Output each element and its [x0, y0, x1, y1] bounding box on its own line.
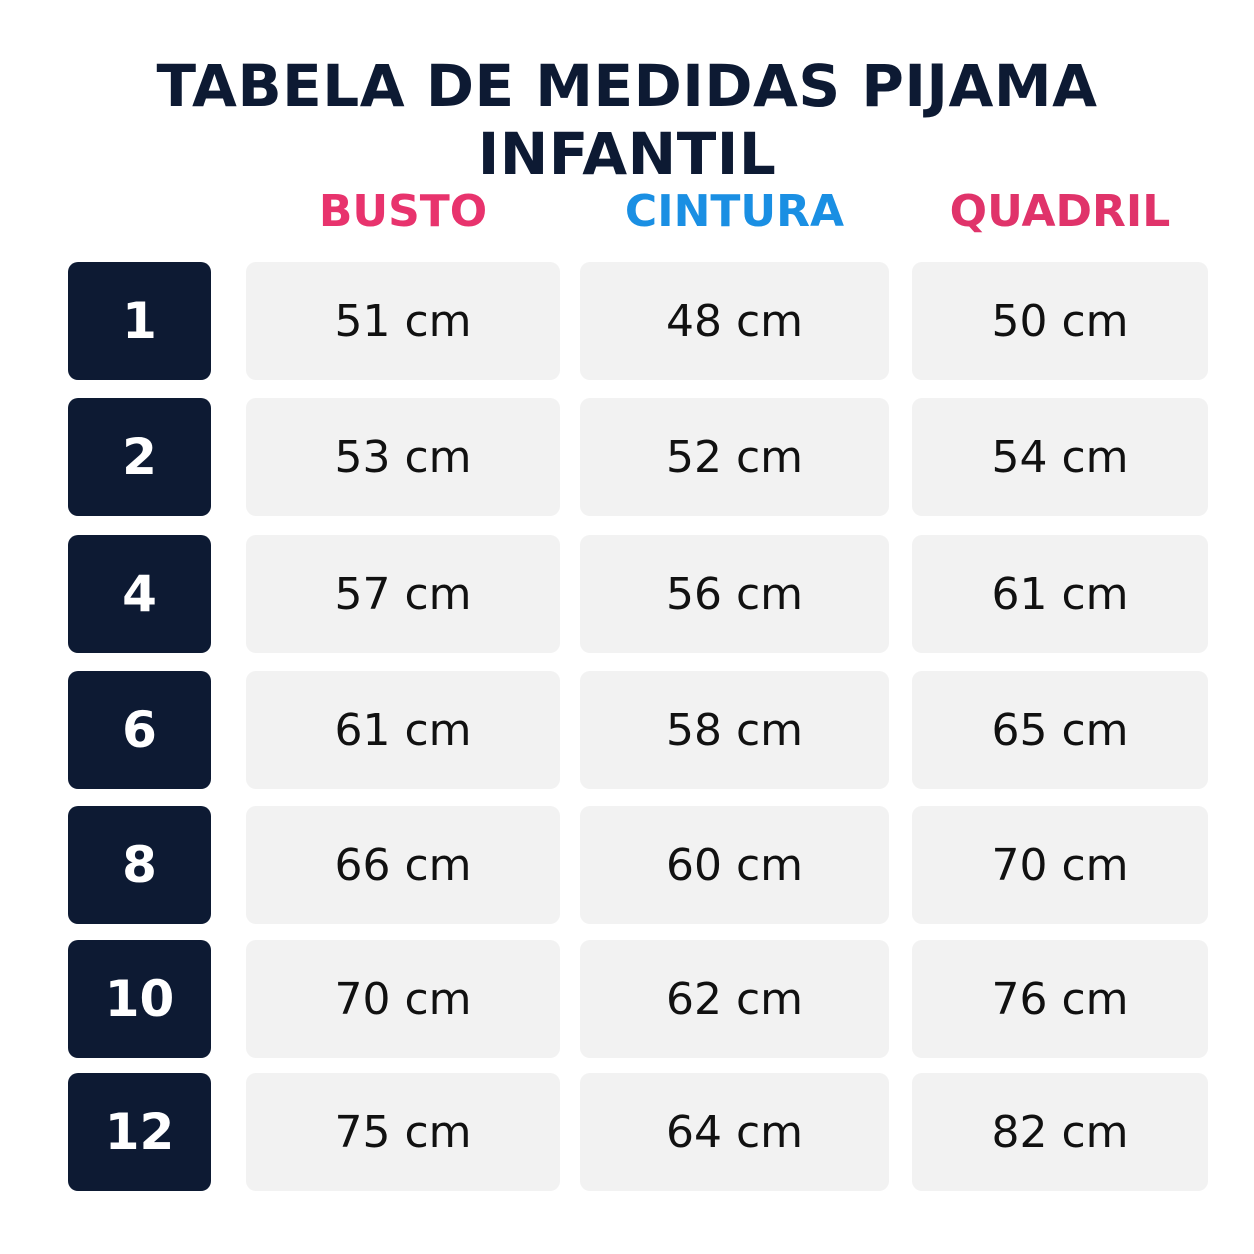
measure-cell: 64 cm — [580, 1073, 889, 1191]
measure-cell: 60 cm — [580, 806, 889, 924]
column-header: CINTURA — [624, 186, 845, 237]
measure-cell: 51 cm — [246, 262, 560, 380]
column-header: QUADRIL — [949, 186, 1171, 237]
measure-cell: 76 cm — [912, 940, 1208, 1058]
measure-cell: 66 cm — [246, 806, 560, 924]
measure-cell: 75 cm — [246, 1073, 560, 1191]
measure-cell: 48 cm — [580, 262, 889, 380]
size-label: 10 — [68, 940, 211, 1058]
size-label: 1 — [68, 262, 211, 380]
size-label: 8 — [68, 806, 211, 924]
measure-cell: 54 cm — [912, 398, 1208, 516]
measure-cell: 58 cm — [580, 671, 889, 789]
size-label: 12 — [68, 1073, 211, 1191]
measure-cell: 52 cm — [580, 398, 889, 516]
measure-cell: 56 cm — [580, 535, 889, 653]
measure-cell: 62 cm — [580, 940, 889, 1058]
title: TABELA DE MEDIDAS PIJAMA INFANTIL — [156, 52, 1098, 188]
column-header: BUSTO — [318, 186, 488, 237]
measure-cell: 82 cm — [912, 1073, 1208, 1191]
measure-cell: 53 cm — [246, 398, 560, 516]
measure-cell: 70 cm — [912, 806, 1208, 924]
measure-cell: 61 cm — [246, 671, 560, 789]
measure-cell: 57 cm — [246, 535, 560, 653]
measure-cell: 65 cm — [912, 671, 1208, 789]
size-label: 4 — [68, 535, 211, 653]
measure-cell: 50 cm — [912, 262, 1208, 380]
measure-cell: 70 cm — [246, 940, 560, 1058]
size-label: 2 — [68, 398, 211, 516]
measure-cell: 61 cm — [912, 535, 1208, 653]
size-label: 6 — [68, 671, 211, 789]
